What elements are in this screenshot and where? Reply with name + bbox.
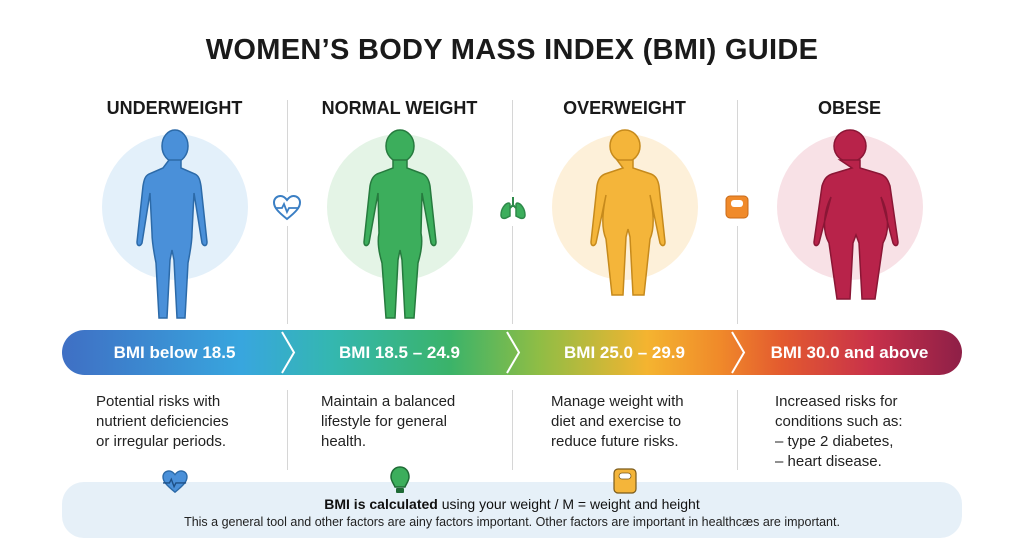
- scale-icon: [613, 468, 637, 494]
- heading-normal-weight: NORMAL WEIGHT: [321, 98, 478, 118]
- description-obese: Increased risks for conditions such as: …: [775, 392, 903, 472]
- heart-pulse-icon: [273, 195, 301, 221]
- description-line: – type 2 diabetes,: [775, 433, 894, 450]
- heart-pulse-icon: [162, 470, 188, 494]
- description-line: Increased risks for: [775, 393, 898, 410]
- footer-bold-text: BMI is calculated: [324, 496, 438, 512]
- heading-overweight: OVERWEIGHT: [563, 98, 686, 118]
- description-line: health.: [321, 433, 367, 450]
- divider: [512, 390, 513, 470]
- divider: [287, 390, 288, 470]
- heading-obese: OBESE: [817, 98, 882, 118]
- description-line: conditions such as:: [775, 413, 903, 430]
- description-underweight: Potential risks with nutrient deficienci…: [96, 392, 229, 452]
- range-overweight: BMI 25.0 – 29.9: [564, 342, 685, 362]
- bmi-range-banner: BMI below 18.5 BMI 18.5 – 24.9 BMI 25.0 …: [62, 330, 962, 375]
- description-line: Potential risks with: [96, 393, 221, 410]
- description-line: Maintain a balanced: [321, 393, 456, 410]
- range-obese: BMI 30.0 and above: [770, 342, 929, 362]
- range-underweight: BMI below 18.5: [113, 342, 236, 362]
- divider: [287, 100, 288, 192]
- footer-note: BMI is calculated using your weight / M …: [62, 482, 962, 538]
- divider: [737, 390, 738, 470]
- range-normal-weight: BMI 18.5 – 24.9: [339, 342, 460, 362]
- description-line: reduce future risks.: [551, 433, 679, 450]
- description-line: Manage weight with: [551, 393, 684, 410]
- description-line: – heart disease.: [775, 453, 882, 470]
- scale-icon: [725, 195, 749, 219]
- description-line: lifestyle for general: [321, 413, 447, 430]
- heading-underweight: UNDERWEIGHT: [106, 98, 243, 118]
- footer-line-2: This a general tool and other factors ar…: [184, 515, 840, 529]
- chevron-right-icon: [506, 331, 521, 374]
- description-overweight: Manage weight with diet and exercise to …: [551, 392, 684, 452]
- divider: [287, 226, 288, 324]
- description-line: diet and exercise to: [551, 413, 682, 430]
- description-normal-weight: Maintain a balanced lifestyle for genera…: [321, 392, 455, 452]
- divider: [512, 226, 513, 324]
- description-line: or irregular periods.: [96, 433, 227, 450]
- description-line: nutrient deficiencies: [96, 413, 229, 430]
- chevron-right-icon: [281, 331, 296, 374]
- footer-text: using your weight / M = weight and heigh…: [437, 496, 700, 512]
- normal-weight-figure-icon: [363, 129, 437, 319]
- lungs-icon: [500, 197, 526, 220]
- obese-figure-icon: [813, 129, 899, 300]
- overweight-figure-icon: [590, 129, 666, 296]
- footer-line-1: BMI is calculated using your weight / M …: [62, 496, 962, 512]
- chevron-right-icon: [731, 331, 746, 374]
- divider: [737, 226, 738, 324]
- underweight-figure-icon: [136, 129, 208, 319]
- divider: [512, 100, 513, 192]
- page-title: WOMEN’S BODY MASS INDEX (BMI) GUIDE: [205, 34, 819, 66]
- lightbulb-icon: [390, 466, 410, 493]
- divider: [737, 100, 738, 192]
